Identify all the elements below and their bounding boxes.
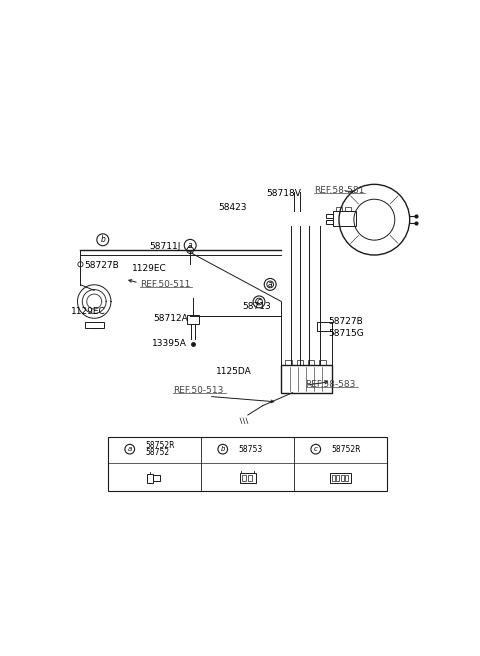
Bar <box>108 438 387 491</box>
Bar <box>341 476 344 481</box>
Text: c: c <box>257 297 261 306</box>
Text: REF.58-583: REF.58-583 <box>305 380 356 388</box>
Text: a: a <box>128 446 132 452</box>
Bar <box>248 476 252 481</box>
Text: b: b <box>100 236 105 244</box>
Bar <box>286 360 292 365</box>
Text: 58423: 58423 <box>218 203 247 213</box>
Bar <box>187 314 199 324</box>
Text: REF.58-581: REF.58-581 <box>314 186 364 195</box>
Bar <box>297 360 303 365</box>
Text: 1129EC: 1129EC <box>71 308 106 316</box>
Text: 58715G: 58715G <box>328 329 363 338</box>
Text: a: a <box>268 280 273 289</box>
Text: 58753: 58753 <box>239 445 263 454</box>
Text: a: a <box>188 241 192 250</box>
Bar <box>326 220 334 224</box>
Text: b: b <box>220 446 225 452</box>
Text: 58727B: 58727B <box>84 260 119 270</box>
Text: 58712A: 58712A <box>154 314 189 323</box>
Bar <box>281 365 332 393</box>
Text: 58752R: 58752R <box>332 445 361 454</box>
Bar <box>308 360 314 365</box>
Bar <box>242 476 246 481</box>
Text: 13395A: 13395A <box>152 339 187 348</box>
Text: REF.50-513: REF.50-513 <box>173 386 224 396</box>
Text: 58752R: 58752R <box>145 441 175 449</box>
Text: 58711J: 58711J <box>149 242 180 251</box>
Bar <box>334 211 357 226</box>
Text: 1129EC: 1129EC <box>132 264 167 272</box>
Bar <box>346 476 348 481</box>
Bar <box>147 474 153 483</box>
Text: 58718V: 58718V <box>266 189 301 198</box>
Bar <box>336 207 342 211</box>
Text: 58727B: 58727B <box>328 318 362 327</box>
Bar <box>345 207 351 211</box>
Bar <box>153 476 160 481</box>
Text: 58713: 58713 <box>242 302 271 311</box>
Bar <box>85 321 104 328</box>
Text: 58752: 58752 <box>145 448 170 457</box>
Bar <box>332 476 335 481</box>
Text: 1125DA: 1125DA <box>216 367 252 376</box>
Text: REF.50-511: REF.50-511 <box>140 279 191 289</box>
Bar <box>319 360 325 365</box>
Bar <box>326 214 334 218</box>
Bar <box>336 476 339 481</box>
Bar <box>317 322 332 331</box>
Text: c: c <box>314 446 318 452</box>
Bar <box>330 474 351 483</box>
Bar <box>240 474 256 483</box>
